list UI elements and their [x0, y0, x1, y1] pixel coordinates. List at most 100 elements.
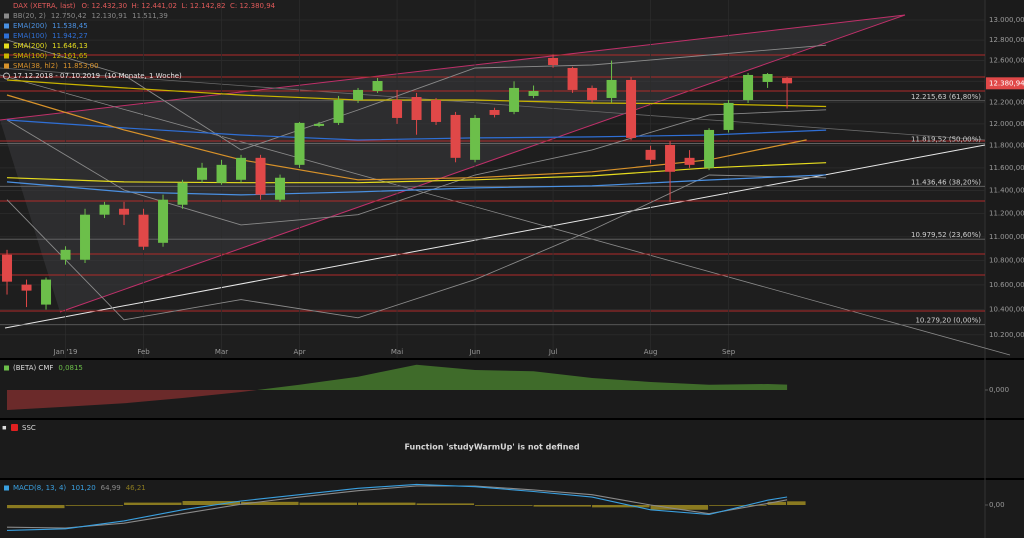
- x-tick-label: Sep: [722, 348, 736, 356]
- legend-name: EMA(200): [13, 22, 47, 30]
- candle-body: [684, 157, 695, 165]
- candle-body: [41, 279, 52, 305]
- legend-title: DAX (XETRA, last) O: 12.432,30 H: 12.441,…: [13, 2, 276, 10]
- legend-entry: (BETA) CMF 0,0815: [13, 364, 83, 372]
- histogram-bar: [182, 501, 241, 505]
- candle-body: [80, 214, 91, 260]
- fib-level-label: 10.279,20 (0,00%): [915, 317, 981, 325]
- x-tick-label: Jun: [469, 348, 481, 356]
- legend-swatch: [4, 43, 9, 49]
- legend-swatch: [4, 63, 9, 69]
- x-tick-label: Mai: [391, 348, 403, 356]
- candle-body: [509, 87, 520, 112]
- legend-value: 12.750,42: [51, 12, 87, 20]
- candle-body: [431, 99, 442, 122]
- candle-body: [294, 122, 305, 165]
- y-tick-label: 12.000,00: [989, 120, 1024, 128]
- candle-body: [626, 79, 637, 138]
- panel-name: SSC: [22, 424, 36, 432]
- histogram-bar: [650, 504, 709, 510]
- candle-body: [177, 182, 188, 205]
- legend-swatch: [4, 13, 9, 19]
- x-tick-label: Jan '19: [53, 348, 78, 356]
- histogram-bar: [533, 504, 592, 507]
- y-tick-label: 11.400,00: [989, 186, 1024, 194]
- y-tick-label: 11.000,00: [989, 233, 1024, 241]
- legend-entry: EMA(100) 11.942,27: [13, 32, 88, 40]
- candle-body: [723, 102, 734, 130]
- candle-body: [704, 129, 715, 168]
- legend-value: 11.511,39: [132, 12, 168, 20]
- moving-average: [6, 162, 827, 184]
- histogram-bar: [475, 504, 533, 506]
- legend-value: 46,21: [126, 484, 146, 492]
- y-tick-label: 12.200,00: [989, 98, 1024, 106]
- y-tick-label: 10.600,00: [989, 281, 1024, 289]
- y-tick-label: 11.200,00: [989, 209, 1024, 217]
- legend-swatch: [4, 53, 9, 59]
- candle-body: [645, 149, 656, 160]
- candle-body: [392, 99, 403, 118]
- histogram-bar: [241, 501, 299, 505]
- macd-line: [6, 483, 788, 531]
- candle-body: [470, 117, 481, 160]
- ohlc-header: O: 12.432,30 H: 12.441,02 L: 12.142,82 C…: [81, 2, 275, 10]
- title: DAX (XETRA, last): [13, 2, 76, 10]
- histogram-bar: [709, 504, 767, 506]
- candle-body: [606, 79, 617, 98]
- candle-body: [21, 284, 32, 291]
- legend-swatch: [4, 23, 9, 29]
- y-tick-label: 10.800,00: [989, 257, 1024, 265]
- legend-entry: SMA(38, hl2) 11.853,00: [13, 62, 99, 70]
- legend-name: SMA(200): [13, 42, 47, 50]
- legend-value: 11.538,45: [52, 22, 88, 30]
- x-tick-label: Aug: [644, 348, 658, 356]
- candle-body: [743, 74, 754, 100]
- legend-value: 11.942,27: [52, 32, 88, 40]
- histogram-bar: [124, 502, 182, 505]
- error-icon: [11, 424, 18, 431]
- candle-body: [2, 254, 13, 282]
- candle-body: [216, 164, 227, 183]
- candle-body: [197, 167, 208, 180]
- legend-value: 101,20: [71, 484, 96, 492]
- histogram-bar: [787, 501, 806, 505]
- bb-lower: [6, 174, 827, 321]
- legend-name: EMA(100): [13, 32, 47, 40]
- candle-body: [782, 77, 793, 84]
- date-range: 17.12.2018 - 07.10.2019 (10 Monate, 1 Wo…: [13, 72, 182, 80]
- level-lines: [0, 54, 985, 312]
- legend-value: 64,99: [101, 484, 121, 492]
- candle-body: [567, 67, 578, 90]
- bb-upper: [6, 39, 827, 151]
- legend-name: MACD(8, 13, 4): [13, 484, 66, 492]
- channel-fill: [0, 15, 905, 312]
- y-tick-label: 10.400,00: [989, 306, 1024, 314]
- clock-icon: [3, 72, 10, 80]
- bb-middle: [6, 109, 827, 226]
- y-tick-label: 0,000: [989, 386, 1009, 394]
- candle-body: [372, 81, 383, 91]
- legend-entry: EMA(200) 11.538,45: [13, 22, 88, 30]
- legend-entry: SMA(200) 11.646,13: [13, 42, 88, 50]
- last-price-box: [986, 77, 1024, 90]
- histogram-bar: [65, 504, 124, 506]
- y-tick-label: 12.600,00: [989, 57, 1024, 65]
- y-tick-label: 13.000,00: [989, 16, 1024, 24]
- candle-body: [236, 157, 247, 180]
- drawings: [0, 14, 1011, 356]
- candle-body: [158, 199, 169, 243]
- legend-name: SMA(100): [13, 52, 47, 60]
- histogram-bar: [358, 502, 416, 505]
- panel-message: Function 'studyWarmUp' is not defined: [404, 443, 579, 452]
- candle-body: [138, 214, 149, 247]
- legend-value: 11.646,13: [52, 42, 88, 50]
- cmf-area: [7, 364, 788, 410]
- y-tick-label: 11.800,00: [989, 142, 1024, 150]
- candle-body: [255, 157, 266, 195]
- y-tick-label: 12.800,00: [989, 36, 1024, 44]
- candle-body: [587, 87, 598, 100]
- candle-body: [353, 89, 364, 100]
- candle-body: [314, 123, 325, 126]
